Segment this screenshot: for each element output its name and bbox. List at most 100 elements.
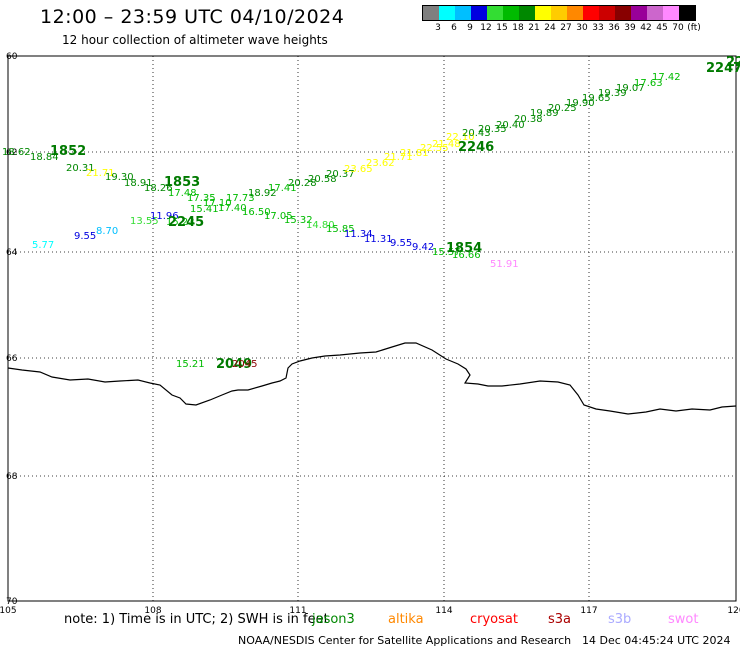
latitude-label: 62 <box>6 148 17 158</box>
wave-height-label: 19.07 <box>616 83 645 94</box>
wave-height-label: 20.58 <box>308 174 337 185</box>
satellite-name-cryosat: cryosat <box>470 612 518 627</box>
legend-label: 70 <box>672 23 684 33</box>
wave-height-label: 20.31 <box>66 163 95 174</box>
wave-height-label: 20.37 <box>326 169 355 180</box>
wave-height-label: 20.35 <box>478 124 507 135</box>
satellite-name-s3b: s3b <box>608 612 632 627</box>
wave-height-label: 15.41 <box>190 204 219 215</box>
pass-id-label: 2049 <box>216 357 252 372</box>
wave-label-layer: 18.62 18.8420.3121.7119.3018.9118.2617.48… <box>2 55 740 372</box>
legend-label: 36 <box>608 23 620 33</box>
wave-height-label: 9.55 <box>74 231 96 242</box>
wave-height-label: 20.25 <box>548 103 577 114</box>
wave-height-label: 20.38 <box>514 114 543 125</box>
wave-height-label: 5.77 <box>32 240 54 251</box>
wave-height-label: 17.73 <box>226 193 255 204</box>
wave-height-label: 16.66 <box>452 250 481 261</box>
latitude-label: 64 <box>6 248 18 258</box>
legend-label: 27 <box>560 23 572 33</box>
satellite-name-jason3: jason3 <box>312 612 355 627</box>
legend-swatch <box>567 6 583 20</box>
wave-height-label: 20.43 <box>462 128 491 139</box>
legend-label: 3 <box>435 23 441 33</box>
wave-height-label: 17.10 <box>203 198 232 209</box>
latitude-label: 68 <box>6 472 18 482</box>
legend-swatch <box>455 6 471 20</box>
wave-height-label: 22.55 <box>420 143 449 154</box>
legend-label: 12 <box>480 23 492 33</box>
legend-swatch <box>647 6 663 20</box>
color-legend: 3 6 9 12 15 18 21 24 27 30 33 36 39 42 45 70 (ft) <box>422 5 701 35</box>
pass-id-label: 1852 <box>50 144 86 159</box>
wave-height-label: 18.26 <box>144 183 173 194</box>
legend-swatch <box>631 6 647 20</box>
pass-id-label: 1854 <box>446 241 482 256</box>
map-frame <box>7 55 737 602</box>
legend-label: 6 <box>451 23 457 33</box>
legend-swatch <box>551 6 567 20</box>
wave-height-label: 14.80 <box>306 220 335 231</box>
pass-id-label: 2246 <box>458 140 494 155</box>
wave-height-label: 20.28 <box>288 178 317 189</box>
wave-height-label: 2045 <box>232 359 257 370</box>
legend-label: 18 <box>512 23 524 33</box>
longitude-label: 108 <box>144 606 161 616</box>
legend-swatch <box>471 6 487 20</box>
wave-height-label: 17.41 <box>268 183 297 194</box>
longitude-label: 114 <box>435 606 452 616</box>
wave-height-label: 9.55 <box>390 238 412 249</box>
wave-height-label: 9.42 <box>412 242 434 253</box>
longitude-label: 117 <box>580 606 597 616</box>
legend-swatch <box>503 6 519 20</box>
pass-id-label: 22 <box>726 55 740 70</box>
wave-height-label: 17.35 <box>187 193 216 204</box>
wave-height-label: 18.92 <box>248 188 277 199</box>
footnote: note: 1) Time is in UTC; 2) SWH is in fe… <box>64 612 329 627</box>
wave-height-label: 21.71 <box>384 152 413 163</box>
legend-swatch <box>599 6 615 20</box>
wave-height-label: 18.84 <box>30 152 59 163</box>
satellite-name-s3a: s3a <box>548 612 572 627</box>
wave-height-label: 11.34 <box>344 229 373 240</box>
wave-height-label: 19.30 <box>105 172 134 183</box>
legend-swatch <box>519 6 535 20</box>
wave-height-label: 15.57 <box>432 247 461 258</box>
latitude-label: 66 <box>6 354 18 364</box>
wave-height-label: 15.21 <box>176 359 205 370</box>
wave-height-label: 23.65 <box>344 164 373 175</box>
legend-swatch <box>439 6 455 20</box>
legend-unit: (ft) <box>687 23 701 33</box>
legend-swatch <box>663 6 679 20</box>
wave-height-label: 22.10 <box>446 132 475 143</box>
map-title: 12:00 – 23:59 UTC 04/10/2024 <box>40 6 345 28</box>
legend-swatch <box>615 6 631 20</box>
wave-height-label: 51.91 <box>490 259 519 270</box>
legend-label: 24 <box>544 23 556 33</box>
legend-label: 30 <box>576 23 588 33</box>
wave-height-label: 15.23 <box>166 217 195 228</box>
wave-height-label: 17.48 <box>168 188 197 199</box>
wave-height-label: 11.96 <box>150 211 179 222</box>
legend-swatch <box>583 6 599 20</box>
coastline <box>7 342 737 415</box>
legend-swatch <box>423 6 439 20</box>
wave-height-label: 21.81 <box>400 148 429 159</box>
wave-height-label: 18.91 <box>124 178 153 189</box>
wave-height-label: 17.40 <box>218 203 247 214</box>
legend-label: 45 <box>656 23 668 33</box>
legend-label: 9 <box>467 23 473 33</box>
wave-height-label: 15.85 <box>326 224 355 235</box>
map-subtitle: 12 hour collection of altimeter wave hei… <box>62 33 328 47</box>
wave-height-label: 16.50 <box>242 207 271 218</box>
wave-height-label: 20.40 <box>496 120 525 131</box>
legend-label: 21 <box>528 23 540 33</box>
wave-height-label: 17.05 <box>264 211 293 222</box>
latitude-label: 70 <box>6 597 18 607</box>
wave-height-label: 15.32 <box>284 215 313 226</box>
generation-timestamp: 14 Dec 04:45:24 UTC 2024 <box>582 634 731 647</box>
longitude-label: 120 <box>727 606 740 616</box>
legend-swatch <box>487 6 503 20</box>
legend-label: 33 <box>592 23 604 33</box>
